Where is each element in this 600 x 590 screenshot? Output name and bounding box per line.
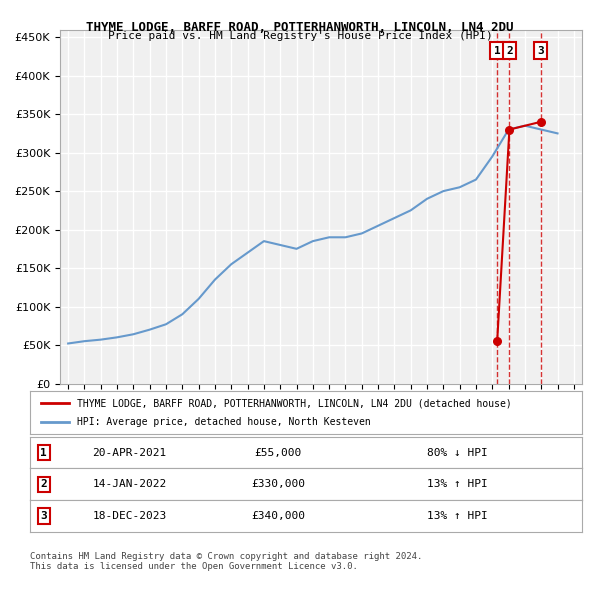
Text: 14-JAN-2022: 14-JAN-2022 — [92, 480, 166, 489]
Text: 13% ↑ HPI: 13% ↑ HPI — [427, 512, 488, 521]
Text: 1: 1 — [494, 46, 500, 55]
Text: THYME LODGE, BARFF ROAD, POTTERHANWORTH, LINCOLN, LN4 2DU (detached house): THYME LODGE, BARFF ROAD, POTTERHANWORTH,… — [77, 398, 512, 408]
Text: £330,000: £330,000 — [251, 480, 305, 489]
Point — [536, 117, 545, 127]
Text: £340,000: £340,000 — [251, 512, 305, 521]
Text: 3: 3 — [538, 46, 544, 55]
Text: 2: 2 — [506, 46, 513, 55]
Text: 13% ↑ HPI: 13% ↑ HPI — [427, 480, 488, 489]
Text: Price paid vs. HM Land Registry's House Price Index (HPI): Price paid vs. HM Land Registry's House … — [107, 31, 493, 41]
Text: £55,000: £55,000 — [255, 448, 302, 457]
Text: 80% ↓ HPI: 80% ↓ HPI — [427, 448, 488, 457]
Text: 20-APR-2021: 20-APR-2021 — [92, 448, 166, 457]
Text: Contains HM Land Registry data © Crown copyright and database right 2024.
This d: Contains HM Land Registry data © Crown c… — [30, 552, 422, 571]
Point — [493, 336, 502, 346]
Text: 18-DEC-2023: 18-DEC-2023 — [92, 512, 166, 521]
Point — [505, 125, 514, 135]
Text: 1: 1 — [40, 448, 47, 457]
Text: THYME LODGE, BARFF ROAD, POTTERHANWORTH, LINCOLN, LN4 2DU: THYME LODGE, BARFF ROAD, POTTERHANWORTH,… — [86, 21, 514, 34]
Text: 3: 3 — [40, 512, 47, 521]
Text: 2: 2 — [40, 480, 47, 489]
Text: HPI: Average price, detached house, North Kesteven: HPI: Average price, detached house, Nort… — [77, 417, 371, 427]
